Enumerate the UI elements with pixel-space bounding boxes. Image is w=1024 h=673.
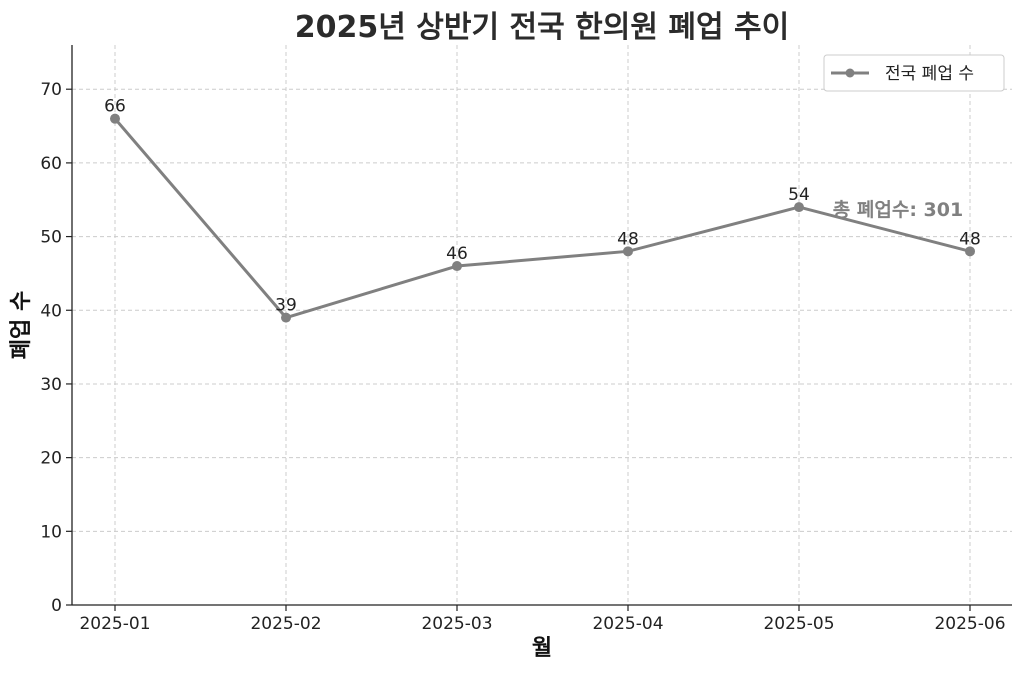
y-axis-ticks: 0 10 20 30 40 50 60 70 — [40, 80, 72, 616]
x-tick-label-0: 2025-01 — [79, 614, 150, 634]
data-point-2025-03 — [452, 261, 462, 272]
data-label-2025-06: 48 — [959, 229, 981, 249]
total-annotation: 총 폐업수: 301 — [833, 199, 963, 221]
x-tick-label-4: 2025-05 — [763, 614, 834, 634]
y-tick-label-40: 40 — [40, 301, 62, 321]
series-line — [113, 117, 971, 320]
legend-entry-label: 전국 폐업 수 — [885, 64, 974, 84]
data-point-2025-01 — [110, 113, 120, 124]
y-tick-label-20: 20 — [40, 449, 62, 469]
x-tick-label-2: 2025-03 — [421, 614, 492, 634]
data-point-2025-02 — [281, 312, 291, 323]
data-label-2025-03: 46 — [446, 244, 468, 264]
legend-marker — [845, 68, 855, 78]
data-label-2025-01: 66 — [104, 97, 126, 117]
data-label-2025-05: 54 — [788, 185, 810, 205]
x-tick-label-1: 2025-02 — [250, 614, 321, 634]
y-tick-label-70: 70 — [40, 80, 62, 100]
x-tick-label-5: 2025-06 — [934, 614, 1005, 634]
y-axis-label: 폐업 수 — [9, 291, 34, 359]
data-point-2025-04 — [623, 246, 633, 257]
data-point-2025-05 — [794, 202, 804, 213]
chart-title: 2025년 상반기 전국 한의원 폐업 추이 — [295, 10, 790, 45]
x-tick-label-3: 2025-04 — [592, 614, 663, 634]
y-tick-label-0: 0 — [51, 596, 62, 616]
y-tick-label-30: 30 — [40, 375, 62, 395]
legend: 전국 폐업 수 — [823, 54, 1005, 92]
grid — [72, 45, 1012, 606]
x-axis-ticks: 2025-01 2025-02 2025-03 2025-04 2025-05 2025-… — [79, 605, 1006, 634]
data-label-2025-02: 39 — [275, 296, 297, 316]
data-labels: 66 39 46 48 54 48 — [104, 97, 981, 316]
y-tick-label-10: 10 — [40, 522, 62, 542]
x-axis-label: 월 — [532, 636, 552, 661]
y-tick-label-50: 50 — [40, 228, 62, 248]
series — [110, 113, 975, 323]
y-tick-label-60: 60 — [40, 154, 62, 174]
data-point-2025-06 — [965, 246, 975, 257]
data-label-2025-04: 48 — [617, 229, 639, 249]
legend-box — [823, 54, 1005, 92]
axes — [71, 45, 1012, 606]
